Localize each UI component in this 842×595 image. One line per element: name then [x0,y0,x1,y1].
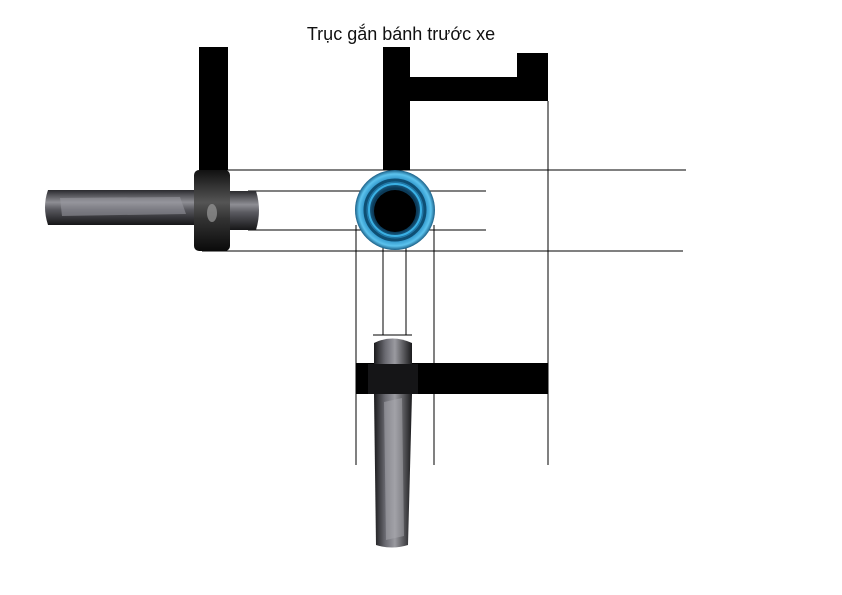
bushing-inner-ring [368,183,422,237]
side-view-collar-highlight [207,204,217,222]
bottom-view-arm [434,363,548,394]
bottom-view-shaft-wear [384,398,404,540]
construction-lines [199,101,686,465]
front-view-bushing [355,170,435,250]
diagram-title: Trục gắn bánh trước xe [306,24,496,44]
top-view-left-post [199,47,228,170]
bottom-view-shaft-cap [374,338,412,365]
top-view-arm-end [517,53,548,101]
top-view-center-post [383,47,410,170]
bottom-view-shaft [368,338,418,548]
side-view-shaft [45,170,259,251]
bushing-mid-ring [363,178,427,242]
bushing-bore [374,190,416,232]
top-view [199,47,548,170]
side-view-stub [230,191,259,230]
bottom-view-shaft-collar [368,364,418,394]
side-view-shaft-wear [60,197,186,216]
